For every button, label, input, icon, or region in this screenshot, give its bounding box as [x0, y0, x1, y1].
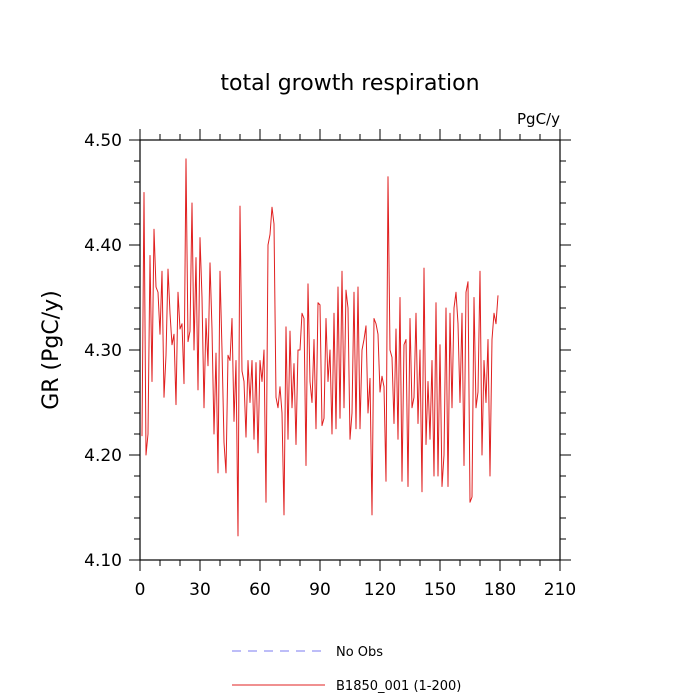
x-tick-label: 150 [424, 580, 456, 600]
y-tick-labels: 4.10 4.20 4.30 4.40 4.50 [84, 131, 122, 571]
x-tick-label: 180 [484, 580, 516, 600]
chart-title: total growth respiration [220, 71, 479, 96]
x-tick-labels: 0 30 60 90 120 150 180 210 [135, 580, 577, 600]
y-tick-label: 4.50 [84, 131, 122, 151]
y-tick-label: 4.40 [84, 236, 122, 256]
x-tick-label: 0 [135, 580, 146, 600]
series-layer [141, 158, 499, 537]
legend-label-b1850: B1850_001 (1-200) [336, 679, 461, 694]
units-label: PgC/y [517, 110, 560, 128]
y-tick-label: 4.30 [84, 341, 122, 361]
x-tick-label: 30 [189, 580, 211, 600]
y-tick-label: 4.10 [84, 551, 122, 571]
x-tick-label: 60 [249, 580, 271, 600]
y-axis-label: GR (PgC/y) [39, 290, 64, 410]
x-tick-label: 90 [309, 580, 331, 600]
legend: No Obs B1850_001 (1-200) [232, 645, 461, 694]
plot-frame [139, 139, 561, 561]
x-tick-label: 210 [544, 580, 576, 600]
legend-label-no-obs: No Obs [336, 645, 383, 660]
y-tick-label: 4.20 [84, 446, 122, 466]
x-tick-label: 120 [364, 580, 396, 600]
tick-marks [129, 129, 571, 571]
series-line [141, 158, 499, 537]
